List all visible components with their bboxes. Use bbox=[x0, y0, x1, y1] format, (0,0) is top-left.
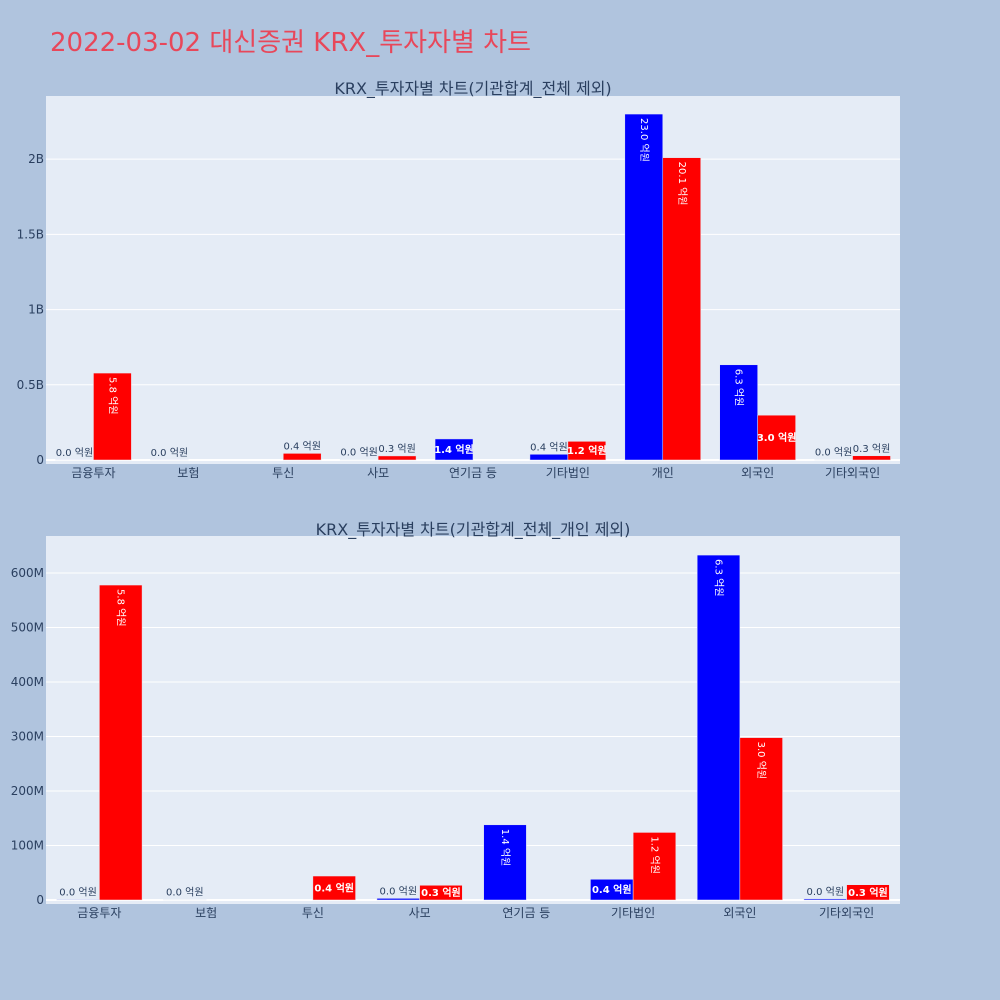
data-label: 0.4 억원 bbox=[530, 441, 567, 453]
y-tick-label: 200M bbox=[11, 784, 44, 798]
x-tick-label: 금융투자 bbox=[77, 906, 121, 920]
x-tick-label: 외국인 bbox=[741, 466, 774, 480]
y-tick-label: 600M bbox=[11, 566, 44, 580]
bar-red bbox=[852, 455, 891, 461]
bar-red bbox=[377, 455, 417, 461]
bar-red bbox=[99, 584, 143, 901]
x-tick-label: 사모 bbox=[367, 466, 389, 480]
bar-blue bbox=[529, 454, 569, 461]
y-tick-label: 100M bbox=[11, 839, 44, 853]
chart-2: 0 100M 200M 300M 400M 500M 600M KRX_투자자별 차트(기관합… bbox=[11, 520, 900, 920]
data-label: 0.0 억원 bbox=[807, 886, 844, 898]
data-label: 5.8 억원 bbox=[115, 589, 127, 626]
x-tick-label: 연기금 등 bbox=[502, 906, 550, 920]
bar-red bbox=[739, 737, 783, 901]
x-tick-label: 금융투자 bbox=[71, 466, 115, 480]
data-label: 0.0 억원 bbox=[815, 447, 852, 459]
y-tick-label: 2B bbox=[28, 152, 44, 166]
data-label: 0.3 억원 bbox=[853, 443, 890, 455]
y-tick-label: 1.5B bbox=[17, 227, 44, 241]
bar-blue bbox=[483, 824, 527, 901]
data-label: 1.2 억원 bbox=[648, 836, 660, 873]
y-tick-label: 0 bbox=[36, 893, 44, 907]
data-label: 1.4 억원 bbox=[434, 443, 474, 456]
y-tick-label: 500M bbox=[11, 621, 44, 635]
page-title: 2022-03-02 대신증권 KRX_투자자별 차트 bbox=[50, 28, 532, 58]
data-label: 0.4 억원 bbox=[592, 883, 632, 896]
data-label: 1.2 억원 bbox=[567, 444, 607, 457]
bar-red bbox=[567, 441, 607, 461]
x-tick-label: 투신 bbox=[302, 906, 324, 920]
chart-title: KRX_투자자별 차트(기관합계_전체_개인 제외) bbox=[316, 520, 631, 540]
data-label: 6.3 억원 bbox=[733, 369, 745, 406]
y-tick-label: 1B bbox=[28, 303, 44, 317]
data-label: 0.4 억원 bbox=[283, 440, 320, 452]
x-tick-label: 사모 bbox=[409, 906, 431, 920]
bar-blue bbox=[56, 899, 100, 901]
x-tick-label: 외국인 bbox=[723, 906, 756, 920]
data-label: 0.0 억원 bbox=[56, 447, 93, 459]
bar-red bbox=[312, 875, 356, 901]
bar-blue bbox=[696, 554, 741, 901]
bar-blue bbox=[376, 898, 420, 901]
bar-red bbox=[419, 885, 463, 901]
chart-title: KRX_투자자별 차트(기관합계_전체 제외) bbox=[334, 79, 611, 99]
y-tick-label: 400M bbox=[11, 675, 44, 689]
data-label: 6.3 억원 bbox=[713, 559, 725, 596]
bar-red bbox=[662, 157, 701, 461]
data-label: 23.0 억원 bbox=[638, 118, 650, 162]
data-label: 0.3 억원 bbox=[378, 443, 415, 455]
data-label: 0.4 억원 bbox=[314, 882, 354, 895]
data-label: 0.0 억원 bbox=[166, 887, 203, 899]
y-tick-label: 300M bbox=[11, 730, 44, 744]
data-label: 0.3 억원 bbox=[421, 886, 461, 899]
bar-red bbox=[846, 884, 890, 901]
data-label: 3.0 억원 bbox=[757, 431, 797, 444]
x-tick-label: 기타외국인 bbox=[825, 466, 880, 480]
x-tick-label: 연기금 등 bbox=[449, 466, 497, 480]
data-label: 0.0 억원 bbox=[380, 885, 417, 897]
bar-red bbox=[632, 832, 677, 901]
data-label: 3.0 억원 bbox=[755, 742, 767, 779]
chart-1: 0 0.5B 1B 1.5B 2B KRX_투자자별 차트(기관합계_전체 제외) 금융투자… bbox=[17, 79, 900, 480]
x-tick-label: 투신 bbox=[272, 466, 294, 480]
plot-area bbox=[46, 96, 900, 464]
data-label: 0.0 억원 bbox=[151, 447, 188, 459]
data-label: 5.8 억원 bbox=[106, 377, 118, 414]
bar-blue bbox=[434, 438, 474, 461]
x-tick-label: 기타법인 bbox=[611, 906, 655, 920]
x-tick-label: 기타외국인 bbox=[819, 906, 874, 920]
data-label: 20.1 억원 bbox=[676, 162, 688, 206]
bar-red bbox=[282, 453, 322, 461]
bar-blue bbox=[624, 113, 664, 461]
data-label: 0.0 억원 bbox=[340, 447, 377, 459]
x-tick-label: 보험 bbox=[177, 466, 199, 480]
x-tick-label: 기타법인 bbox=[546, 466, 590, 480]
data-label: 1.4 억원 bbox=[499, 829, 511, 866]
bar-blue bbox=[719, 364, 758, 461]
data-label: 0.3 억원 bbox=[848, 886, 888, 899]
x-tick-label: 보험 bbox=[195, 906, 217, 920]
bar-blue bbox=[803, 898, 847, 901]
y-tick-label: 0.5B bbox=[17, 378, 44, 392]
y-tick-label: 0 bbox=[36, 453, 44, 467]
data-label: 0.0 억원 bbox=[59, 886, 96, 898]
bar-red bbox=[757, 414, 796, 461]
x-tick-label: 개인 bbox=[652, 466, 674, 480]
bar-red bbox=[93, 372, 132, 461]
